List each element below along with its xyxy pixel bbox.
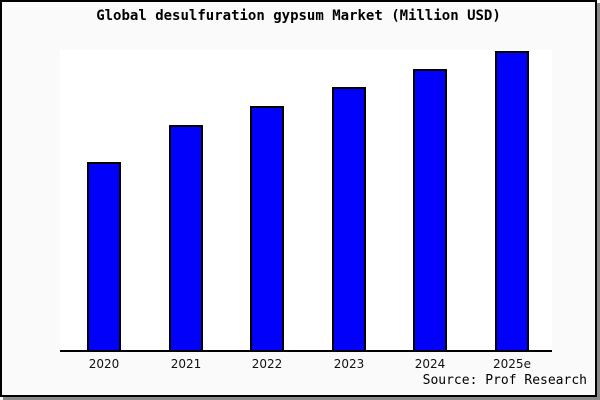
x-tick-label-2020: 2020: [88, 357, 120, 371]
x-tick-label-2023: 2023: [333, 357, 365, 371]
bar-2020: [87, 162, 121, 350]
bar-2024: [413, 69, 447, 350]
bar-2025e: [495, 51, 529, 350]
x-tick-label-2024: 2024: [414, 357, 446, 371]
source-note: Source: Prof Research: [422, 373, 587, 388]
plot-area: [60, 50, 552, 352]
bar-2023: [332, 87, 366, 350]
x-tick-label-2025e: 2025e: [493, 357, 531, 371]
x-tick-label-2021: 2021: [170, 357, 202, 371]
bar-2021: [169, 125, 203, 350]
chart-title: Global desulfuration gypsum Market (Mill…: [96, 8, 501, 24]
bar-2022: [250, 106, 284, 350]
x-tick-label-2022: 2022: [251, 357, 283, 371]
